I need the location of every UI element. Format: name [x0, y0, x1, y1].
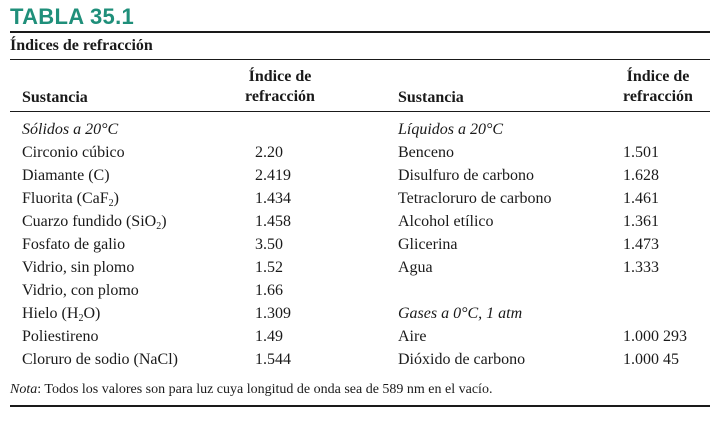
left-row-name-3: Cuarzo fundido (SiO2)	[22, 213, 167, 232]
right-row-name-3: Alcohol etílico	[398, 213, 494, 230]
header-bottom-rule	[10, 111, 710, 112]
right-row-name-4: Glicerina	[398, 236, 458, 253]
group-liquids: Líquidos a 20°C	[398, 121, 504, 138]
header-top-rule	[10, 59, 710, 60]
right-row-value-2: 1.461	[623, 190, 659, 207]
right-row-name-1: Disulfuro de carbono	[398, 167, 534, 184]
left-row-value-7: 1.309	[255, 305, 291, 322]
right-row-value-0: 1.501	[623, 144, 659, 161]
left-row-name-7: Hielo (H2O)	[22, 305, 101, 324]
left-row-value-8: 1.49	[255, 328, 283, 345]
footnote-text: : Todos los valores son para luz cuya lo…	[37, 382, 493, 397]
right-row-value-4: 1.473	[623, 236, 659, 253]
table-caption: Índices de refracción	[10, 37, 153, 54]
right-row-value-1: 1.628	[623, 167, 659, 184]
group-gases: Gases a 0°C, 1 atm	[398, 305, 523, 322]
top-rule	[10, 31, 710, 33]
left-row-name-9: Cloruro de sodio (NaCl)	[22, 351, 178, 368]
footnote-lead: Nota	[10, 382, 38, 397]
left-row-value-1: 2.419	[255, 167, 291, 184]
left-row-value-3: 1.458	[255, 213, 291, 230]
header-index-line2: refracción	[245, 88, 315, 105]
header-substance-right: Sustancia	[398, 89, 464, 106]
header-index-left: Índice de refracción	[230, 67, 330, 107]
left-row-name-2: Fluorita (CaF2)	[22, 190, 119, 209]
left-row-name-6: Vidrio, con plomo	[22, 282, 139, 299]
left-row-name-4: Fosfato de galio	[22, 236, 126, 253]
right-gas-name-1: Dióxido de carbono	[398, 351, 526, 368]
right-row-value-3: 1.361	[623, 213, 659, 230]
group-solids: Sólidos a 20°C	[22, 121, 119, 138]
header-index-line1: Índice de	[248, 68, 312, 85]
left-row-value-6: 1.66	[255, 282, 283, 299]
left-row-value-5: 1.52	[255, 259, 283, 276]
left-row-value-9: 1.544	[255, 351, 291, 368]
table-label: TABLA 35.1	[10, 4, 135, 29]
right-gas-value-1: 1.000 45	[623, 351, 679, 368]
table-footnote: Nota: Todos los valores son para luz cuy…	[10, 382, 492, 398]
left-row-value-0: 2.20	[255, 144, 283, 161]
header-index-line2: refracción	[623, 88, 693, 105]
right-row-name-5: Agua	[398, 259, 433, 276]
left-row-value-4: 3.50	[255, 236, 283, 253]
right-row-value-5: 1.333	[623, 259, 659, 276]
left-row-name-0: Circonio cúbico	[22, 144, 125, 161]
left-row-name-5: Vidrio, sin plomo	[22, 259, 135, 276]
right-row-name-2: Tetracloruro de carbono	[398, 190, 552, 207]
header-substance-left: Sustancia	[22, 89, 88, 106]
left-row-value-2: 1.434	[255, 190, 291, 207]
header-index-right: Índice de refracción	[608, 67, 708, 107]
right-gas-name-0: Aire	[398, 328, 427, 345]
left-row-name-1: Diamante (C)	[22, 167, 110, 184]
bottom-rule	[10, 405, 710, 407]
header-index-line1: Índice de	[626, 68, 690, 85]
left-row-name-8: Poliestireno	[22, 328, 99, 345]
right-gas-value-0: 1.000 293	[623, 328, 687, 345]
right-row-name-0: Benceno	[398, 144, 454, 161]
